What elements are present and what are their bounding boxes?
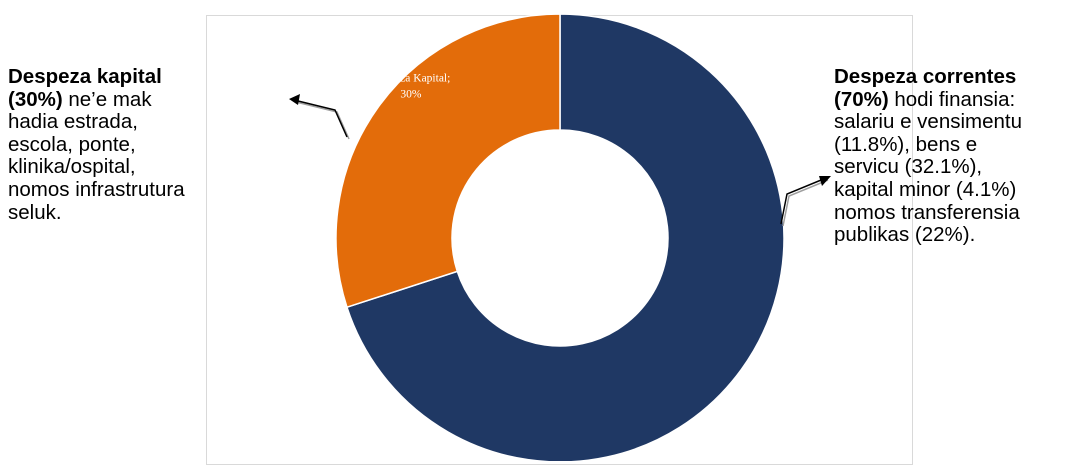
right-annotation-title: Despeza correntes [834,65,1017,88]
left-annotation-line: seluk. [8,200,62,224]
slice-data-label: Despeza Correntes; 70% [733,422,805,450]
left-annotation-line: nomos infrastrutura [8,177,185,201]
left-annotation-line: klinika/ospital, [8,155,136,179]
donut-slice [346,13,785,461]
left-annotation-text: ne’e mak [62,87,152,111]
left-annotation-percent: (30%) [8,87,63,111]
left-annotation-arrow [289,94,350,140]
right-annotation-line: kapital minor (4.1%) [834,177,1017,201]
left-annotation-line: escola, ponte, [8,132,136,156]
left-annotation-title: Despeza kapital [8,65,162,88]
donut-slice [335,13,561,309]
left-annotation-line: hadia estrada, [8,110,138,134]
right-annotation-line: (11.8%), bens e [834,132,978,156]
right-annotation-arrow [780,176,831,227]
right-annotation-line: nomos transferensia [834,200,1020,224]
right-annotation-line: servicu (32.1%), [834,155,983,179]
left-annotation: Despeza kapital (30%) ne’e mak hadia est… [8,65,253,224]
right-annotation-percent: (70%) [834,87,889,111]
slice-data-label: Despeza Kapital; 30% [371,72,450,100]
right-annotation-line: salariu e vensimentu [834,110,1023,134]
right-annotation-text: hodi finansia: [888,87,1016,111]
right-annotation-line: publikas (22%). [834,223,976,247]
right-annotation: Despeza correntes (70%) hodi finansia: s… [834,65,1083,247]
